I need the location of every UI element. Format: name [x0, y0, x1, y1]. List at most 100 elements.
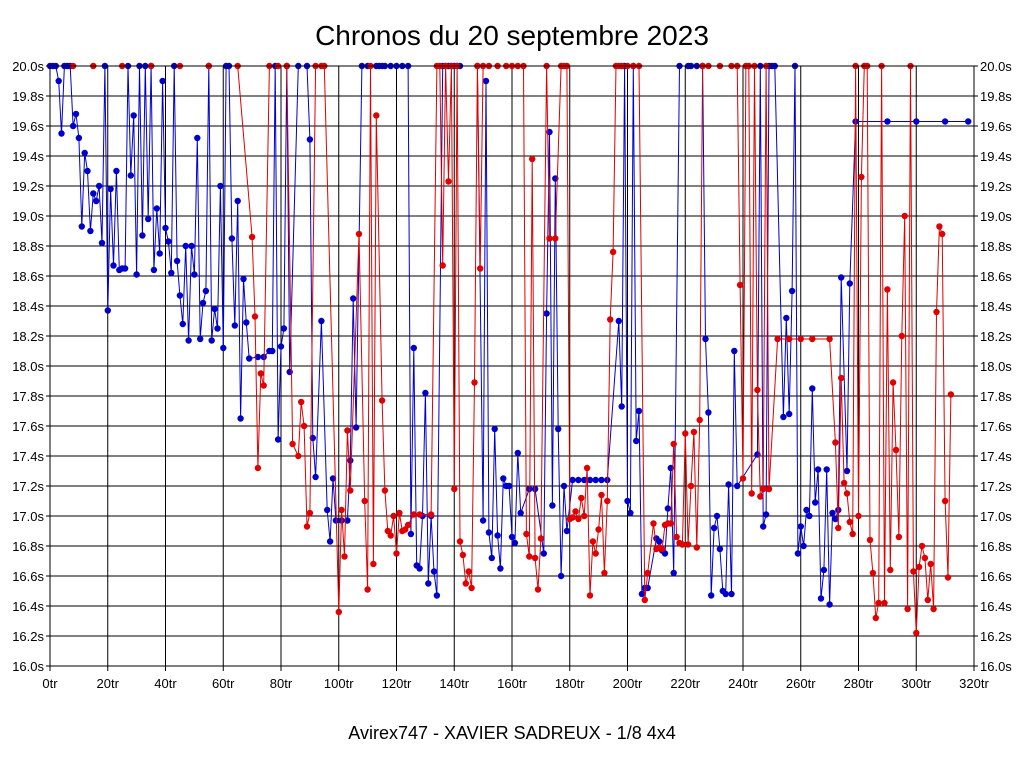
- series-2-point: [786, 335, 793, 343]
- series-2-point: [947, 391, 955, 398]
- y-tick-label-left: 16.6s: [12, 569, 44, 584]
- series-1-point: [162, 224, 169, 232]
- series-2-point: [604, 497, 611, 505]
- series-1-point: [352, 424, 360, 431]
- series-1-point: [788, 287, 796, 295]
- series-2-point: [838, 374, 845, 382]
- x-tick-label: 80tr: [270, 676, 293, 691]
- series-1-point: [176, 292, 184, 299]
- y-tick-label-left: 20.0s: [12, 59, 44, 74]
- series-2-point: [887, 566, 894, 574]
- series-2-point: [260, 382, 267, 389]
- series-1-point: [817, 595, 825, 602]
- series-2-point: [939, 230, 946, 238]
- series-1-point: [829, 509, 836, 517]
- series-2-point: [760, 485, 767, 493]
- series-2-point: [589, 538, 597, 545]
- series-2-point: [924, 596, 931, 604]
- series-2-point: [641, 596, 648, 604]
- series-1-point: [846, 280, 853, 287]
- y-tick-label-right: 17.2s: [980, 479, 1012, 494]
- series-1-point: [540, 550, 547, 557]
- series-1-point: [228, 235, 236, 242]
- series-1-point: [127, 172, 134, 179]
- series-2-point: [344, 427, 351, 434]
- series-2-point: [832, 439, 839, 446]
- series-1-point: [121, 265, 129, 272]
- series-2-point: [609, 248, 617, 256]
- series-1-point: [78, 223, 86, 230]
- series-2-point: [892, 446, 900, 454]
- series-2-point: [910, 568, 917, 575]
- series-1-point: [725, 481, 732, 488]
- series-2-point: [381, 487, 389, 494]
- x-tick-label: 120tr: [382, 676, 412, 691]
- y-tick-label-right: 17.4s: [980, 449, 1012, 464]
- x-tick-label: 60tr: [212, 676, 235, 691]
- y-tick-label-right: 17.0s: [980, 509, 1012, 524]
- series-1-point: [728, 590, 735, 598]
- series-1-point: [159, 77, 166, 85]
- series-2-point: [913, 629, 920, 637]
- series-2-point: [754, 386, 761, 394]
- series-1-point: [762, 511, 770, 518]
- series-2-point: [468, 584, 475, 592]
- series-1-point: [433, 592, 441, 599]
- series-1-point: [277, 343, 285, 350]
- series-2-point: [578, 494, 585, 502]
- y-tick-label-left: 17.4s: [12, 449, 44, 464]
- series-1-point: [557, 572, 565, 580]
- series-1-point: [306, 136, 314, 143]
- series-2-point: [673, 533, 680, 541]
- series-1-point: [508, 533, 516, 541]
- x-tick-label: 180tr: [555, 676, 585, 691]
- series-2-point: [875, 599, 882, 607]
- series-2-point: [933, 308, 940, 316]
- series-2-point: [427, 511, 435, 518]
- series-2-point: [918, 542, 926, 550]
- series-1-point: [716, 545, 724, 553]
- series-1-point: [664, 505, 672, 512]
- series-1-point: [240, 275, 247, 283]
- y-tick-label-right: 17.8s: [980, 389, 1012, 404]
- series-1-point: [843, 467, 851, 475]
- series-1-point: [347, 457, 354, 464]
- series-1-point: [199, 299, 207, 307]
- series-1-point: [75, 134, 83, 142]
- series-2-point: [306, 509, 314, 517]
- series-2-point: [846, 518, 853, 526]
- x-tick-label: 40tr: [154, 676, 177, 691]
- series-2-point: [658, 545, 666, 553]
- series-1-point: [84, 167, 91, 175]
- series-1-point: [713, 512, 721, 520]
- series-2-point: [774, 335, 781, 343]
- y-tick-label-right: 20.0s: [980, 59, 1012, 74]
- series-1-point: [269, 347, 276, 355]
- series-1-point: [237, 415, 244, 422]
- y-tick-label-right: 18.8s: [980, 239, 1012, 254]
- series-1-point: [150, 266, 158, 274]
- series-1-point: [820, 566, 828, 574]
- series-1-point: [274, 436, 282, 443]
- series-1-point: [350, 295, 357, 302]
- series-2-point: [941, 497, 949, 505]
- series-1-point: [624, 497, 631, 505]
- chart-title: Chronos du 20 septembre 2023: [315, 20, 709, 51]
- series-1-point: [569, 476, 576, 484]
- series-1-point: [514, 449, 521, 457]
- series-1-point: [173, 257, 181, 265]
- y-tick-label-left: 16.2s: [12, 629, 44, 644]
- series-2-point: [471, 379, 478, 386]
- y-tick-label-right: 16.2s: [980, 629, 1012, 644]
- series-1-point: [814, 466, 822, 473]
- series-2-point: [370, 560, 377, 568]
- series-1-point: [838, 274, 845, 281]
- series-1-point: [786, 410, 793, 418]
- y-tick-label-left: 16.8s: [12, 539, 44, 554]
- plot-frame: [49, 65, 975, 667]
- series-2-point: [936, 223, 943, 230]
- series-1-point: [208, 337, 215, 344]
- y-tick-label-left: 18.8s: [12, 239, 44, 254]
- series-1-point: [482, 77, 490, 85]
- series-2-point: [254, 464, 262, 472]
